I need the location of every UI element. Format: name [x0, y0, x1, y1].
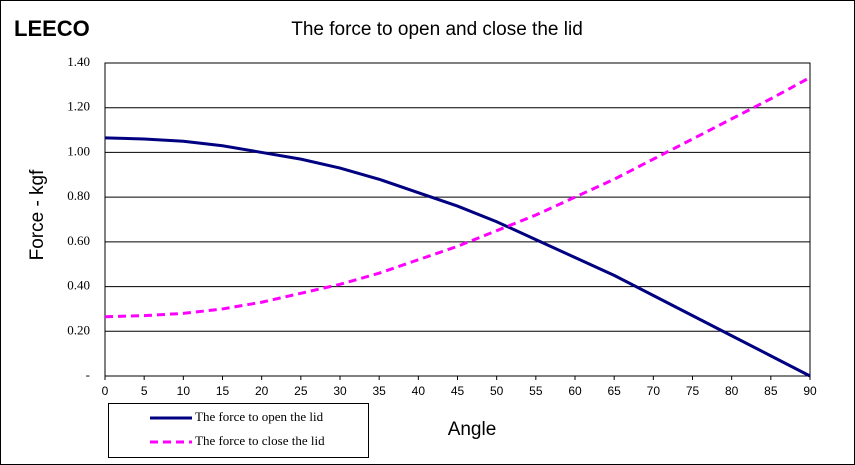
- y-axis-label: Force - kgf: [27, 169, 48, 261]
- legend-label: The force to open the lid: [195, 409, 324, 424]
- y-tick-label: 1.00: [67, 143, 90, 158]
- legend: [108, 403, 369, 458]
- x-tick-label: 80: [725, 384, 739, 398]
- x-tick-label: 0: [102, 384, 109, 398]
- y-tick-label: 1.40: [67, 54, 90, 69]
- x-tick-label: 15: [216, 384, 230, 398]
- y-tick-label: 1.20: [67, 99, 90, 114]
- x-tick-label: 30: [333, 384, 347, 398]
- x-tick-label: 40: [412, 384, 426, 398]
- plot-area: [104, 62, 811, 377]
- y-tick-label: 0.20: [67, 322, 90, 337]
- x-tick-label: 55: [529, 384, 543, 398]
- x-tick-label: 10: [177, 384, 191, 398]
- x-tick-label: 65: [607, 384, 621, 398]
- x-tick-label: 5: [141, 384, 148, 398]
- x-tick-label: 75: [686, 384, 700, 398]
- x-tick-label: 20: [255, 384, 269, 398]
- x-tick-label: 25: [294, 384, 308, 398]
- x-tick-label: 45: [451, 384, 465, 398]
- y-tick-label: 0.60: [67, 233, 90, 248]
- y-tick-label: -: [86, 367, 90, 382]
- x-tick-label: 70: [647, 384, 661, 398]
- x-tick-label: 85: [764, 384, 778, 398]
- brand: LEECO: [14, 16, 90, 41]
- legend-label: The force to close the lid: [195, 433, 325, 448]
- data-line: [104, 76, 811, 319]
- chart-title: The force to open and close the lid: [291, 19, 583, 40]
- y-tick-label: 0.40: [67, 278, 90, 293]
- x-axis-label: Angle: [448, 419, 497, 440]
- x-tick-label: 35: [372, 384, 386, 398]
- y-tick-label: 0.80: [67, 188, 90, 203]
- x-tick-label: 50: [490, 384, 504, 398]
- x-tick-label: 90: [803, 384, 817, 398]
- x-tick-label: 60: [568, 384, 582, 398]
- data-line: [104, 136, 811, 378]
